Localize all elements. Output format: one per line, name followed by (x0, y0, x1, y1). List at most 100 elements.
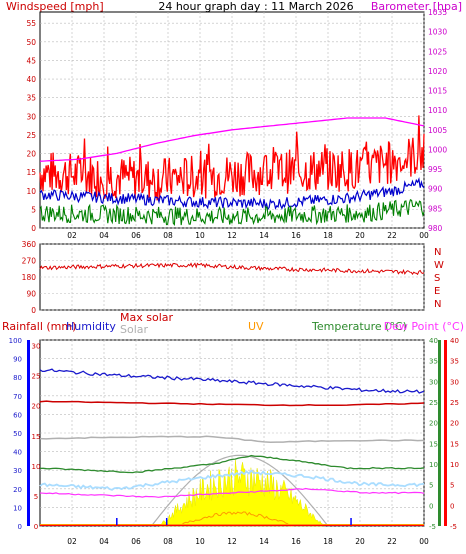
wind-series-line (39, 199, 425, 227)
solar-radiation-area (158, 459, 325, 527)
direction-tick-label: 90 (26, 290, 36, 299)
temp-tick-label: 0 (429, 502, 433, 510)
rainfall-label: Rainfall (mm) (2, 320, 76, 333)
dewpoint-series-line (39, 487, 425, 498)
baro-axis-title: Barometer [hpa] (371, 0, 462, 13)
humidity-tick-label: 0 (18, 523, 22, 531)
dewpoint-tick-label: 5 (450, 482, 454, 490)
wind-tick-label: 40 (26, 75, 36, 84)
rain-tick-label: 20 (32, 403, 41, 411)
wind-tick-label: 5 (31, 205, 36, 214)
uv-label: UV (248, 320, 264, 333)
wind-panel-ticks: 0510152025303540455055980985990995100010… (26, 8, 447, 240)
time-tick-label: 12 (227, 231, 237, 240)
time-tick-label: 00 (419, 231, 429, 240)
dewpoint-axis-bar (444, 340, 447, 526)
humidity-tick-label: 40 (13, 449, 22, 457)
compass-label: E (434, 286, 440, 297)
dewpoint-tick-label: 10 (450, 461, 459, 469)
max-solar-series-line (39, 400, 425, 407)
direction-panel-grid (40, 243, 425, 311)
humidity-series-line (39, 368, 425, 394)
time-tick-label: 06 (131, 537, 141, 546)
rain-tick-label: 5 (34, 493, 38, 501)
humidity-tick-label: 50 (13, 430, 22, 438)
dewpoint-tick-label: 20 (450, 420, 459, 428)
barometer-series-line (39, 117, 425, 162)
time-tick-label: 16 (291, 537, 301, 546)
temp-tick-label: 20 (429, 420, 438, 428)
baro-tick-label: 990 (428, 185, 443, 194)
baro-tick-label: 1000 (428, 145, 447, 154)
temp-tick-label: 30 (429, 378, 438, 386)
rain-tick-label: 0 (34, 523, 38, 531)
wind-panel-grid (40, 12, 425, 229)
baro-tick-label: 985 (428, 204, 443, 213)
dewpoint-tick-label: 0 (450, 502, 454, 510)
time-tick-label: 22 (387, 231, 397, 240)
humidity-tick-label: 20 (13, 486, 22, 494)
time-tick-label: 18 (323, 231, 333, 240)
baro-tick-label: 1020 (428, 67, 447, 76)
temp-tick-label: 25 (429, 399, 438, 407)
humidity-tick-label: 10 (13, 504, 22, 512)
time-tick-label: 14 (259, 537, 269, 546)
max-solar-label: Max solar (120, 311, 173, 324)
time-tick-label: 06 (131, 231, 141, 240)
compass-label: N (434, 299, 441, 310)
humidity-tick-label: 80 (13, 374, 22, 382)
time-tick-label: 04 (99, 231, 109, 240)
wind-tick-label: 0 (31, 224, 36, 233)
time-tick-label: 14 (259, 231, 269, 240)
wind-tick-label: 30 (26, 112, 36, 121)
temperature-label: Temperature (°C) (311, 320, 407, 333)
compass-label: W (434, 260, 444, 271)
wind-tick-label: 15 (26, 168, 36, 177)
dewpoint-tick-label: 30 (450, 378, 459, 386)
baro-tick-label: 1010 (428, 106, 447, 115)
baro-tick-label: 995 (428, 165, 443, 174)
humidity-tick-label: 90 (13, 356, 22, 364)
time-tick-label: 10 (195, 231, 205, 240)
direction-tick-label: 270 (22, 257, 37, 266)
direction-tick-label: 0 (31, 306, 36, 315)
baro-tick-label: 1025 (428, 47, 447, 56)
wind-axis-title: Windspeed [mph] (6, 0, 104, 13)
temp-tick-label: -5 (429, 523, 436, 531)
wind-tick-label: 20 (26, 150, 36, 159)
compass-label: S (434, 273, 440, 284)
time-tick-label: 08 (163, 537, 173, 546)
graph-title: 24 hour graph day : 11 March 2026 (158, 0, 353, 13)
time-tick-label: 16 (291, 231, 301, 240)
baro-tick-label: 1015 (428, 87, 447, 96)
time-tick-label: 02 (67, 537, 77, 546)
direction-panel-series (39, 262, 425, 276)
time-tick-label: 22 (387, 537, 397, 546)
apparent-temp-series-line (39, 469, 425, 491)
wind-tick-label: 25 (26, 131, 36, 140)
rain-tick-label: 30 (32, 343, 41, 351)
direction-tick-label: 360 (22, 240, 37, 249)
max-solar-envelope-line (150, 454, 329, 527)
dewpoint-tick-label: 15 (450, 440, 459, 448)
time-tick-label: 02 (67, 231, 77, 240)
climate-panel-series (39, 368, 425, 527)
solar-series-line (39, 435, 425, 443)
wind-tick-label: 10 (26, 187, 36, 196)
time-tick-label: 18 (323, 537, 333, 546)
dewpoint-tick-label: 25 (450, 399, 459, 407)
wind-tick-label: 55 (26, 19, 36, 28)
solar-label: Solar (120, 323, 149, 336)
compass-label: N (434, 247, 441, 258)
rain-tick-label: 25 (32, 373, 41, 381)
wind-tick-label: 35 (26, 94, 36, 103)
climate-panel-grid (40, 339, 425, 527)
baro-tick-label: 1035 (428, 8, 447, 17)
time-tick-label: 20 (355, 231, 365, 240)
humidity-tick-label: 100 (9, 337, 22, 345)
time-tick-label: 00 (419, 537, 429, 546)
wind-panel-series (39, 115, 425, 227)
temp-tick-label: 15 (429, 440, 438, 448)
